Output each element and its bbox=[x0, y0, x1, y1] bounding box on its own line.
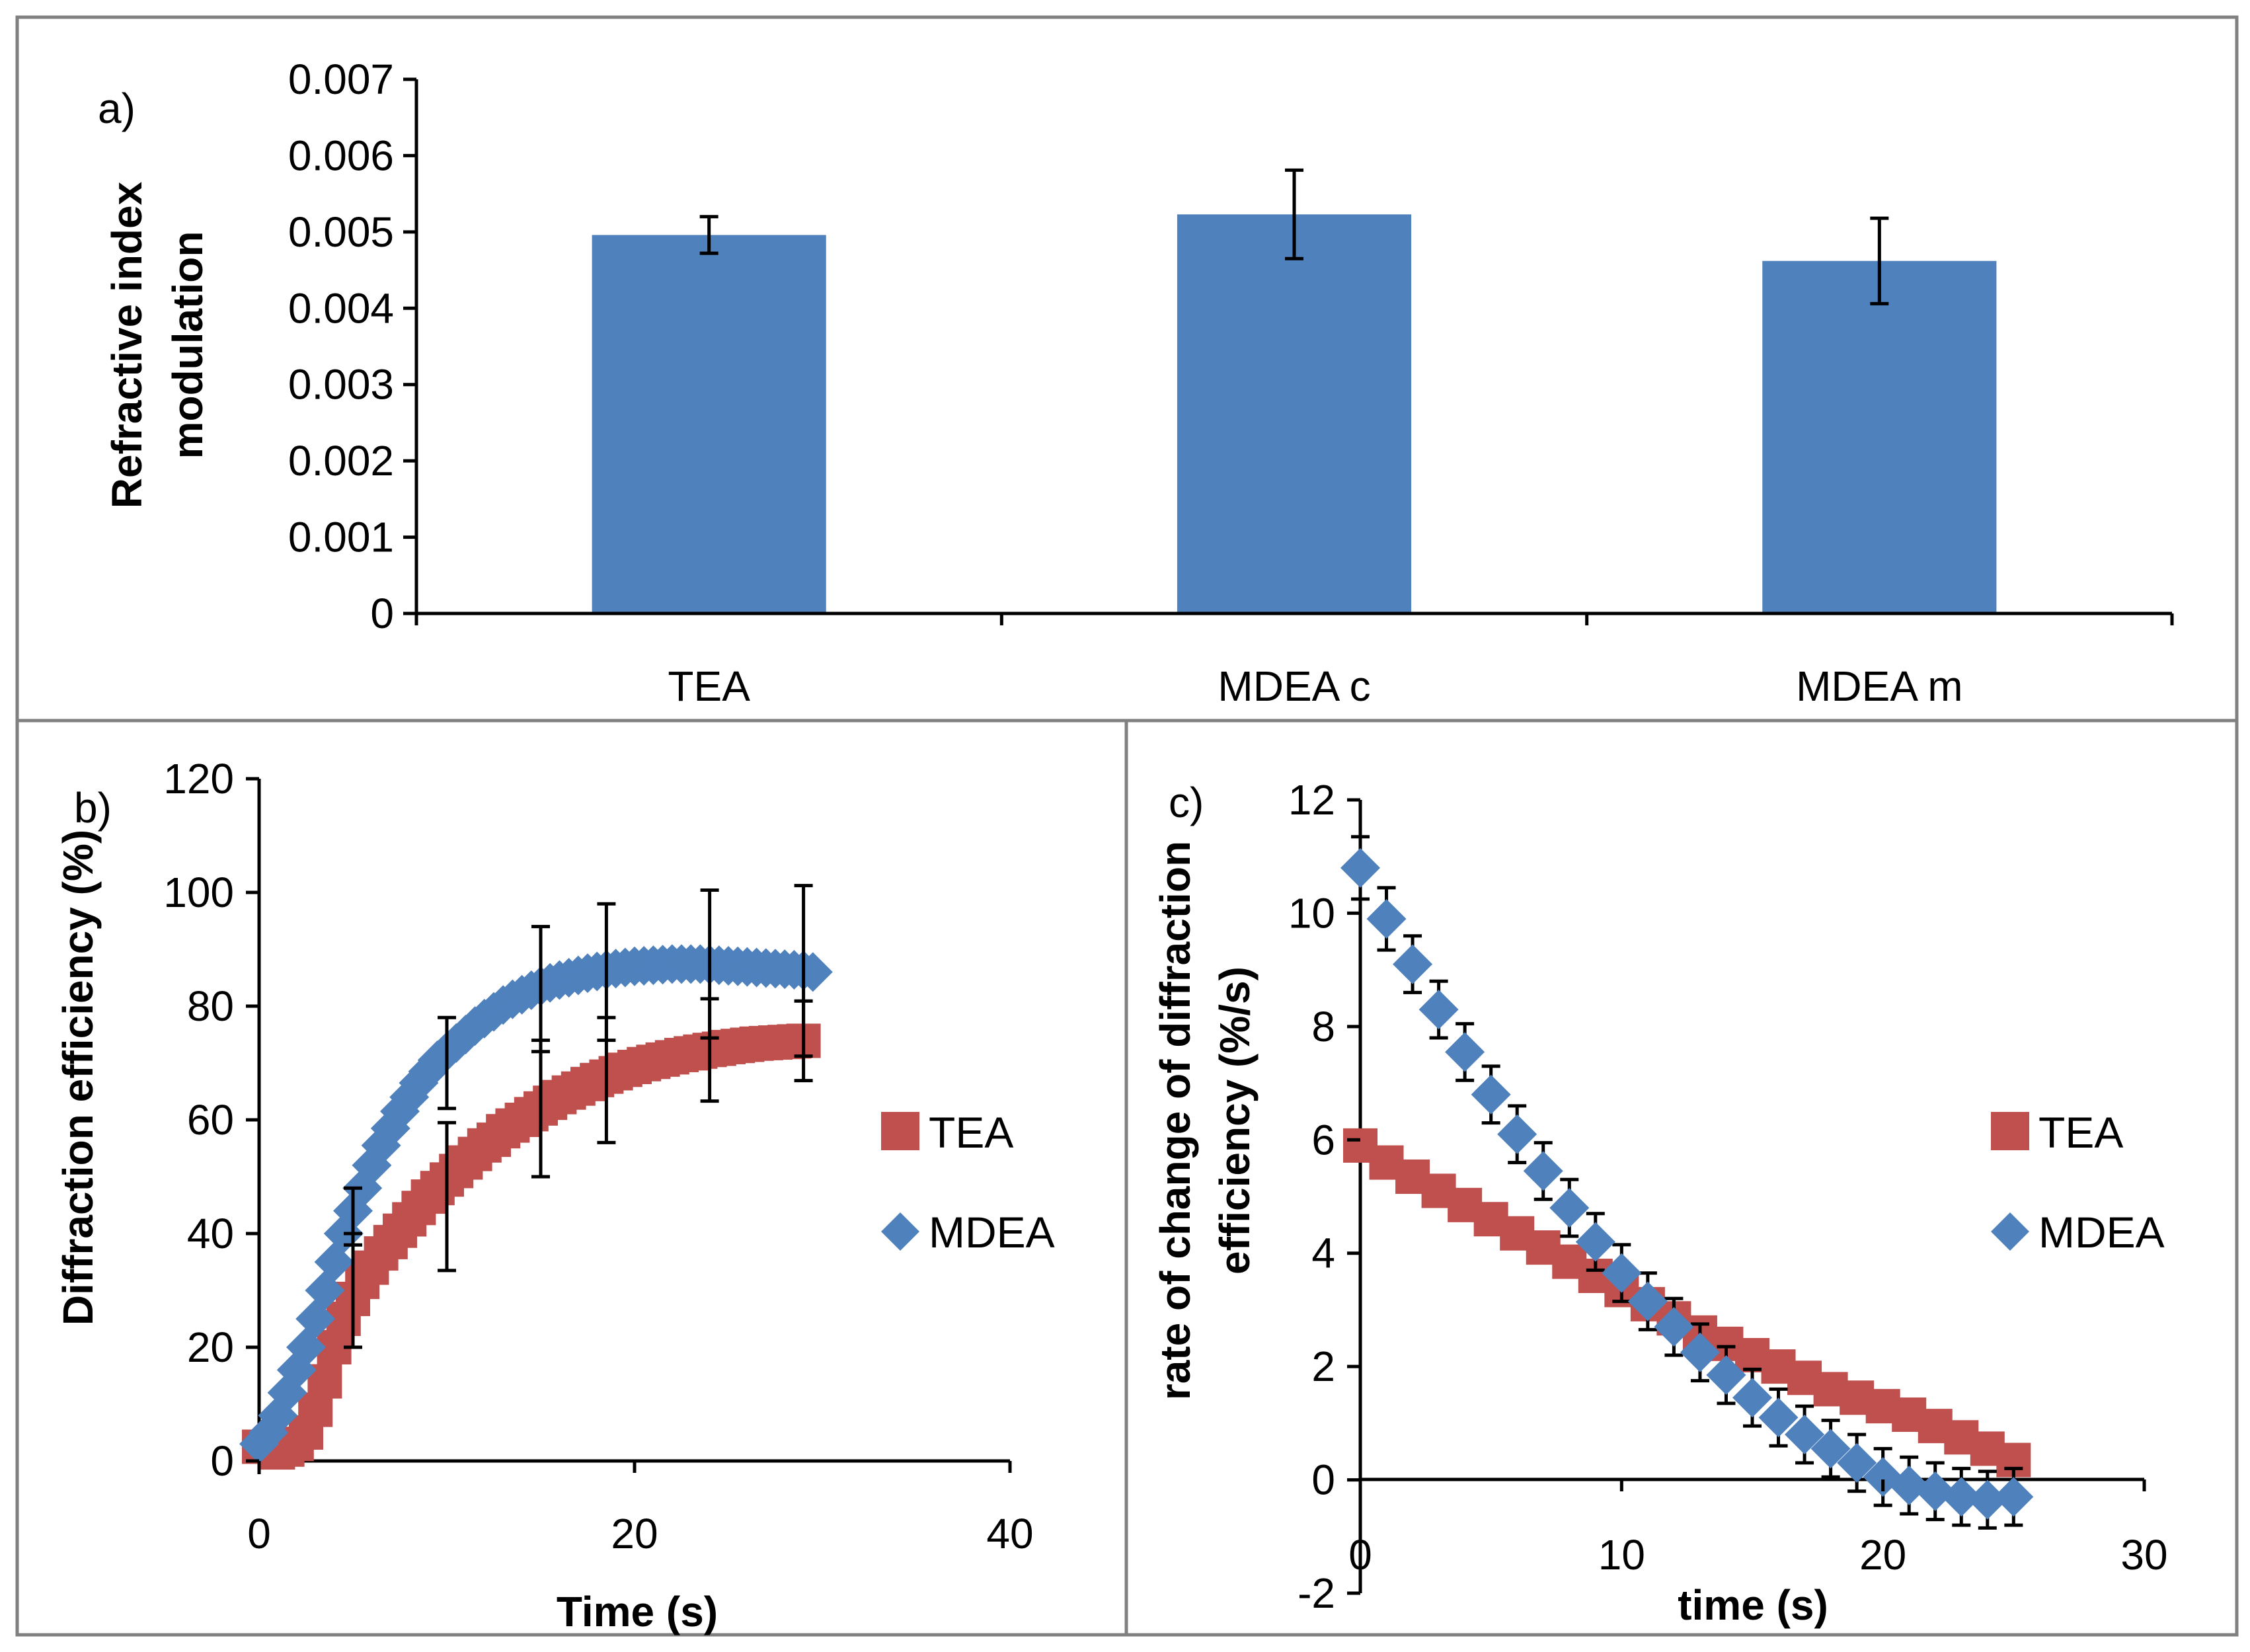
data-point-mdea bbox=[1941, 1477, 1982, 1517]
x-tick-label: 0 bbox=[247, 1510, 271, 1557]
bar bbox=[592, 235, 826, 614]
data-point-mdea bbox=[1837, 1442, 1877, 1483]
panel-c-frame bbox=[1124, 719, 2239, 1637]
data-point-mdea bbox=[1810, 1429, 1851, 1469]
data-point-mdea bbox=[1680, 1332, 1720, 1372]
y-tick-label: 100 bbox=[163, 869, 234, 916]
y-tick-label: 10 bbox=[1288, 889, 1335, 937]
y-tick-label: 40 bbox=[187, 1210, 234, 1257]
panel-a-ylabel-line2: modulation bbox=[164, 231, 212, 459]
data-point-mdea bbox=[1758, 1397, 1799, 1438]
legend-tea-marker bbox=[1991, 1112, 2029, 1150]
data-point-mdea bbox=[1418, 990, 1459, 1030]
x-tick-label: MDEA m bbox=[1796, 662, 1962, 710]
y-tick-label: 60 bbox=[187, 1096, 234, 1144]
legend-tea-label: TEA bbox=[929, 1108, 1013, 1157]
y-tick-label: 0.001 bbox=[288, 514, 394, 561]
panel-b-label: b) bbox=[74, 784, 112, 832]
panel-b-legend: TEA MDEA bbox=[881, 1108, 1055, 1257]
panel-c-legend: TEA MDEA bbox=[1991, 1108, 2165, 1257]
data-point-mdea bbox=[1497, 1114, 1537, 1154]
y-tick-label: 6 bbox=[1311, 1116, 1335, 1163]
x-tick-label: MDEA c bbox=[1218, 662, 1370, 710]
y-tick-label: 4 bbox=[1311, 1230, 1335, 1277]
legend-mdea-label: MDEA bbox=[929, 1208, 1055, 1257]
legend-tea-marker bbox=[881, 1112, 919, 1150]
y-tick-label: 0 bbox=[1311, 1456, 1335, 1504]
y-tick-label: 0.005 bbox=[288, 208, 394, 256]
data-point-mdea bbox=[1575, 1222, 1615, 1262]
y-tick-label: 20 bbox=[187, 1323, 234, 1371]
x-tick-label: 20 bbox=[611, 1510, 658, 1557]
panel-a-label: a) bbox=[98, 85, 136, 132]
data-point-mdea bbox=[1732, 1378, 1772, 1418]
panel-b-ylabel: Diffraction efficiency (%) bbox=[54, 830, 102, 1325]
panel-c-ylabel-line2: efficiency (%/s) bbox=[1211, 966, 1259, 1275]
y-tick-label: -2 bbox=[1298, 1569, 1335, 1617]
data-point-mdea bbox=[1393, 944, 1433, 984]
x-tick-label: 0 bbox=[1348, 1531, 1372, 1579]
data-point-mdea bbox=[276, 1350, 317, 1390]
legend-tea-label: TEA bbox=[2038, 1108, 2123, 1157]
data-point-mdea bbox=[1549, 1188, 1590, 1228]
x-tick-label: 40 bbox=[986, 1510, 1033, 1557]
data-point-mdea bbox=[1471, 1074, 1511, 1115]
data-point-mdea bbox=[1889, 1466, 1929, 1506]
data-point-mdea bbox=[1445, 1032, 1485, 1072]
panel-a-bar-chart: 0 0.001 0.002 0.003 0.004 0.005 0.006 0.007 TEA… bbox=[98, 56, 2174, 710]
y-tick-label: 12 bbox=[1288, 776, 1335, 824]
y-tick-label: 0.007 bbox=[288, 56, 394, 103]
data-point-mdea bbox=[1627, 1281, 1668, 1321]
data-point-mdea bbox=[1706, 1355, 1746, 1395]
panel-b-scatter-chart: 0 20 40 60 80 100 120 0 20 40 b) Diffraction eff… bbox=[54, 755, 1055, 1635]
panel-b-frame bbox=[15, 719, 1128, 1637]
data-point-mdea bbox=[1523, 1151, 1563, 1191]
data-point-mdea bbox=[1994, 1477, 2034, 1517]
data-point-mdea bbox=[1366, 899, 1407, 939]
panel-c-ylabel-line1: rate of change of diffraction bbox=[1151, 841, 1199, 1400]
bar bbox=[1762, 260, 1997, 614]
y-tick-label: 0.004 bbox=[288, 284, 394, 332]
legend-mdea-label: MDEA bbox=[2038, 1208, 2165, 1257]
y-tick-label: 8 bbox=[1311, 1003, 1335, 1050]
x-tick-label: TEA bbox=[668, 662, 750, 710]
data-point-mdea bbox=[1654, 1307, 1694, 1347]
panel-c-xlabel: time (s) bbox=[1678, 1581, 1828, 1629]
y-tick-label: 0 bbox=[370, 590, 394, 637]
y-tick-label: 2 bbox=[1311, 1343, 1335, 1390]
panel-c-label: c) bbox=[1169, 779, 1204, 826]
x-tick-label: 30 bbox=[2120, 1531, 2167, 1579]
x-tick-label: 10 bbox=[1598, 1531, 1645, 1579]
y-tick-label: 0 bbox=[210, 1437, 234, 1485]
data-point-mdea bbox=[1785, 1415, 1825, 1454]
data-point-mdea bbox=[305, 1271, 345, 1310]
data-point-mdea bbox=[1340, 847, 1380, 888]
y-tick-label: 0.006 bbox=[288, 132, 394, 179]
bar bbox=[1177, 214, 1412, 613]
panel-c-scatter-chart: -2 0 2 4 6 8 10 12 0 10 20 30 c) rate of change of… bbox=[1151, 776, 2168, 1629]
y-tick-label: 0.002 bbox=[288, 437, 394, 485]
y-tick-label: 0.003 bbox=[288, 361, 394, 409]
panel-a-ylabel-line1: Refractive index bbox=[103, 181, 151, 508]
y-tick-label: 120 bbox=[163, 755, 234, 803]
data-point-mdea bbox=[1602, 1253, 1642, 1293]
legend-mdea-marker bbox=[1991, 1212, 2029, 1251]
data-point-mdea bbox=[1915, 1471, 1955, 1511]
legend-mdea-marker bbox=[881, 1212, 919, 1251]
y-tick-label: 80 bbox=[187, 982, 234, 1030]
x-tick-label: 20 bbox=[1859, 1531, 1906, 1579]
data-point-mdea bbox=[1967, 1479, 2007, 1520]
panel-b-xlabel: Time (s) bbox=[557, 1588, 718, 1635]
